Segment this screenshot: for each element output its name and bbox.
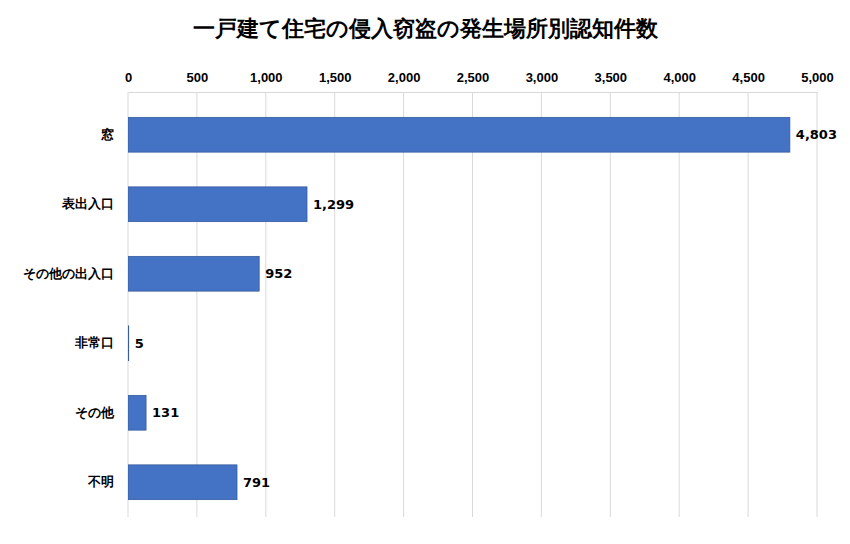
x-axis: 0 500 1,000 1,500 2,000 2,500 3,000 3,500 4,000 4… — [125, 70, 834, 93]
y-tick: 不明 — [87, 474, 128, 489]
grid-line — [265, 92, 266, 517]
y-tick: 表出入口 — [61, 196, 128, 211]
data-label: 4,803 — [796, 127, 837, 142]
title: 一戸建て住宅の侵入窃盗の発生場所別認知件数 — [193, 16, 659, 41]
grid-line — [610, 92, 611, 517]
grid-line — [196, 92, 197, 517]
x-axis-line — [129, 92, 818, 93]
x-tick-label: 1,000 — [250, 70, 283, 85]
y-axis: 窓表出入口その他の出入口非常口その他不明 — [23, 127, 128, 490]
grid-line — [541, 92, 542, 517]
x-tick-label: 5,000 — [801, 70, 834, 85]
grid-line — [334, 92, 335, 517]
x-tick: 3,500 — [595, 70, 628, 92]
bar — [128, 326, 129, 361]
grid-line — [748, 92, 749, 517]
y-tick-label: 表出入口 — [61, 196, 114, 211]
bar — [128, 117, 790, 152]
y-tick-label: 非常口 — [74, 335, 114, 350]
x-tick: 2,000 — [388, 70, 421, 92]
x-tick: 1,500 — [319, 70, 352, 92]
data-label: 952 — [265, 266, 292, 281]
plot: 0 500 1,000 1,500 2,000 2,500 3,000 3,500 4,000 4… — [23, 70, 837, 517]
x-tick: 500 — [187, 70, 209, 92]
x-tick-label: 0 — [125, 70, 132, 85]
y-tick-label: その他の出入口 — [23, 266, 114, 281]
chart: 一戸建て住宅の侵入窃盗の発生場所別認知件数 0 500 1,000 1,500 2,000… — [0, 0, 850, 544]
x-tick: 4,000 — [663, 70, 696, 92]
y-tick: 窓 — [101, 127, 128, 142]
grid-line — [472, 92, 473, 517]
bar — [128, 465, 237, 500]
x-tick-label: 2,500 — [457, 70, 490, 85]
x-tick: 2,500 — [457, 70, 490, 92]
bars — [128, 117, 790, 499]
x-tick: 4,500 — [732, 70, 765, 92]
x-tick: 5,000 — [801, 70, 834, 92]
x-tick-label: 3,000 — [526, 70, 559, 85]
y-tick-label: 窓 — [101, 127, 114, 142]
bar — [128, 187, 307, 222]
x-tick: 0 — [125, 70, 132, 92]
y-tick-label: 不明 — [87, 474, 114, 489]
grid-line — [403, 92, 404, 517]
grid — [128, 92, 817, 517]
data-labels: 4,803 1,299 952 5 131 791 — [135, 127, 837, 490]
x-tick: 3,000 — [526, 70, 559, 92]
data-label: 131 — [152, 405, 179, 420]
y-tick: その他 — [75, 405, 128, 420]
grid-line — [128, 92, 129, 517]
x-tick-label: 4,500 — [732, 70, 765, 85]
x-tick-label: 500 — [187, 70, 209, 85]
x-tick-label: 1,500 — [319, 70, 352, 85]
data-label: 1,299 — [313, 197, 354, 212]
x-tick-label: 2,000 — [388, 70, 421, 85]
y-tick: 非常口 — [74, 335, 128, 350]
bar — [128, 256, 259, 291]
y-tick-label: その他 — [75, 405, 115, 420]
x-tick: 1,000 — [250, 70, 283, 92]
data-label: 791 — [243, 475, 270, 490]
x-tick-label: 3,500 — [595, 70, 628, 85]
data-label: 5 — [135, 336, 144, 351]
y-tick: その他の出入口 — [23, 266, 128, 281]
bar — [128, 395, 146, 430]
grid-line — [679, 92, 680, 517]
grid-line — [817, 92, 818, 517]
x-tick-label: 4,000 — [663, 70, 696, 85]
